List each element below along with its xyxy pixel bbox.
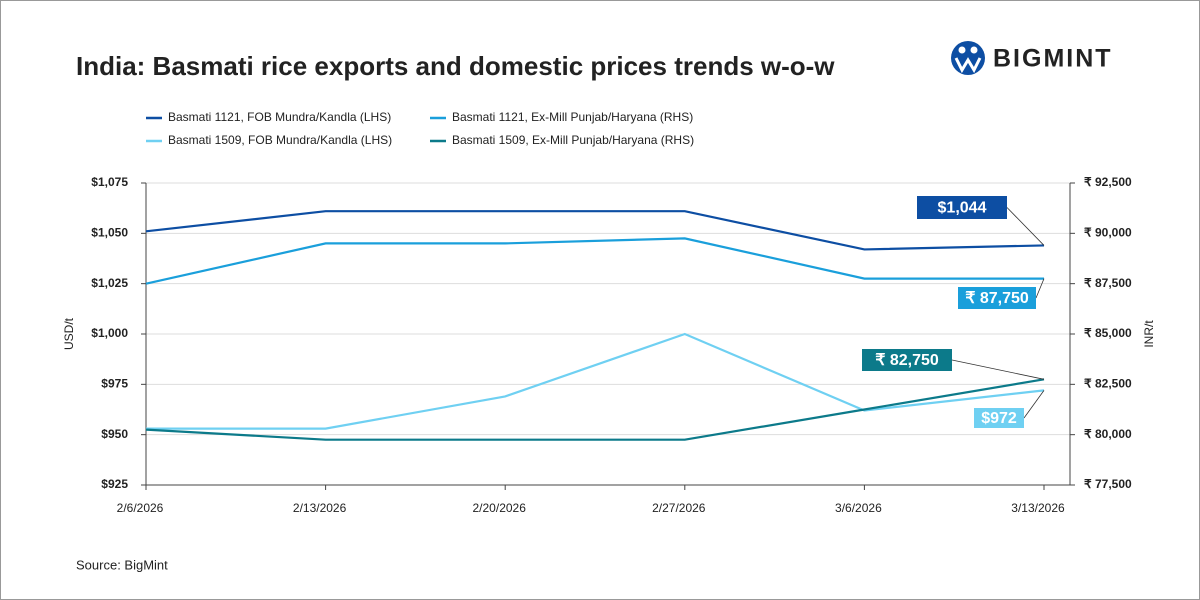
y-tick-label: $1,025 [91, 276, 128, 290]
legend-label: Basmati 1121, Ex-Mill Punjab/Haryana (RH… [452, 110, 693, 124]
y2-tick-label: ₹ 87,500 [1084, 276, 1132, 290]
logo-dot [970, 46, 978, 54]
value-label: $972 [981, 410, 1017, 427]
y-tick-label: $1,075 [91, 175, 128, 189]
y2-tick-label: ₹ 92,500 [1084, 175, 1132, 189]
x-tick-label: 2/13/2026 [293, 501, 347, 515]
value-label: $1,044 [938, 200, 987, 217]
y2-tick-label: ₹ 82,500 [1084, 377, 1132, 391]
logo-text: BIGMINT [993, 45, 1113, 73]
series-line [145, 378, 1045, 441]
legend-label: Basmati 1509, Ex-Mill Punjab/Haryana (RH… [452, 133, 694, 147]
x-tick-label: 3/6/2026 [835, 501, 882, 515]
legend-label: Basmati 1121, FOB Mundra/Kandla (LHS) [168, 110, 391, 124]
value-label-box [917, 196, 1007, 219]
y-tick-label: $975 [101, 377, 128, 391]
chart-title: India: Basmati rice exports and domestic… [76, 51, 835, 81]
y2-tick-label: ₹ 77,500 [1084, 477, 1132, 491]
y-tick-label: $1,050 [91, 226, 128, 240]
y2-tick-label: ₹ 90,000 [1084, 226, 1132, 240]
logo: BIGMINT [951, 41, 1113, 75]
label-leader [1006, 207, 1045, 246]
value-label-box [974, 408, 1024, 428]
legend-label: Basmati 1509, FOB Mundra/Kandla (LHS) [168, 133, 392, 147]
x-tick-label: 2/6/2026 [117, 501, 164, 515]
logo-dot [958, 46, 966, 54]
logo-mark [954, 57, 982, 74]
y-tick-label: $1,000 [91, 326, 128, 340]
x-tick-label: 3/13/2026 [1011, 501, 1065, 515]
x-tick-label: 2/20/2026 [473, 501, 527, 515]
y2-tick-label: ₹ 85,000 [1084, 326, 1132, 340]
label-leader [1035, 278, 1045, 299]
value-label: ₹ 82,750 [875, 352, 939, 369]
value-label-box [958, 287, 1036, 309]
y-tick-label: $950 [101, 427, 128, 441]
label-leader [1023, 390, 1045, 419]
x-tick-label: 2/27/2026 [652, 501, 706, 515]
series-line [145, 237, 1044, 285]
series-line [145, 210, 1045, 251]
series-line [146, 332, 1045, 430]
y2-axis-title: INR/t [1142, 320, 1156, 348]
source: Source: BigMint [76, 557, 168, 572]
label-leader [951, 359, 1045, 380]
y-tick-label: $925 [101, 477, 128, 491]
value-label: ₹ 87,750 [965, 290, 1029, 307]
value-label-box [862, 349, 952, 371]
y2-tick-label: ₹ 80,000 [1084, 427, 1132, 441]
y-axis-title: USD/t [62, 317, 76, 350]
